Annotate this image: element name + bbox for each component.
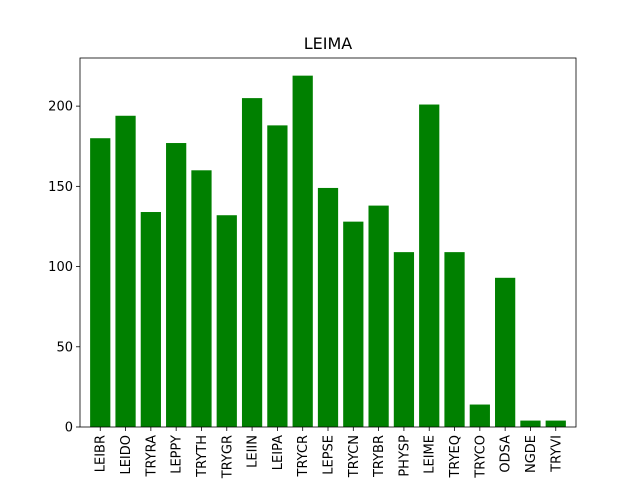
y-tick-label: 200 <box>48 100 73 115</box>
bar-tryra <box>140 212 161 427</box>
bar-leibr <box>90 138 111 427</box>
plot-frame <box>79 57 577 428</box>
y-tick-label: 0 <box>65 421 73 436</box>
chart-title: LEIMA <box>304 34 353 53</box>
bar-leiin <box>241 98 263 428</box>
bars-group <box>90 75 566 428</box>
bar-odsa <box>495 277 516 427</box>
x-tick-label: TRYCR <box>296 435 311 477</box>
bar-tryco <box>469 404 490 427</box>
bar-leido <box>115 115 136 427</box>
bar-leppy <box>166 143 187 427</box>
x-tick-label: TRYGR <box>220 435 235 479</box>
bar-tryeq <box>444 252 465 427</box>
y-tick-label: 100 <box>48 260 73 275</box>
bar-leipa <box>267 125 288 427</box>
x-tick-label: NGDE <box>524 435 539 473</box>
bar-ngde <box>520 420 541 427</box>
bar-trybr <box>368 205 389 427</box>
x-tick-label: TRYRA <box>144 435 159 478</box>
bar-trygr <box>216 215 237 427</box>
x-tick-label: ODSA <box>499 435 514 473</box>
x-tick-label: LEPPY <box>170 435 185 474</box>
bar-leime <box>419 104 440 427</box>
x-tick-label: LEIBR <box>94 435 109 472</box>
x-tick-label: TRYVI <box>549 435 564 473</box>
x-tick-label: TRYCN <box>347 435 362 478</box>
x-tick-label: LEPSE <box>322 435 337 475</box>
bar-trycn <box>343 221 364 427</box>
x-tick-label: TRYTH <box>195 435 210 478</box>
bar-physp <box>393 252 415 427</box>
bar-trycr <box>292 75 313 428</box>
x-tick-label: PHYSP <box>397 435 412 477</box>
x-tick-label: TRYEQ <box>448 435 463 479</box>
x-tick-label: TRYCO <box>473 435 488 479</box>
x-tick-label: LEIDO <box>119 435 134 475</box>
y-tick-label: 150 <box>48 180 73 195</box>
x-tick-label: LEIIN <box>246 435 261 468</box>
axes-group: LEIBR LEIDO TRYRA LEPPY TRYTH TRYGR LEIIN LEIPA… <box>48 57 577 479</box>
bar-tryvi <box>545 420 566 427</box>
x-tick-label: TRYBR <box>372 435 387 478</box>
x-tick-label: LEIME <box>423 435 438 474</box>
y-tick-label: 50 <box>56 340 73 355</box>
bar-lepse <box>317 187 339 427</box>
x-tick-label: LEIPA <box>271 435 286 470</box>
bar-tryth <box>191 170 212 428</box>
